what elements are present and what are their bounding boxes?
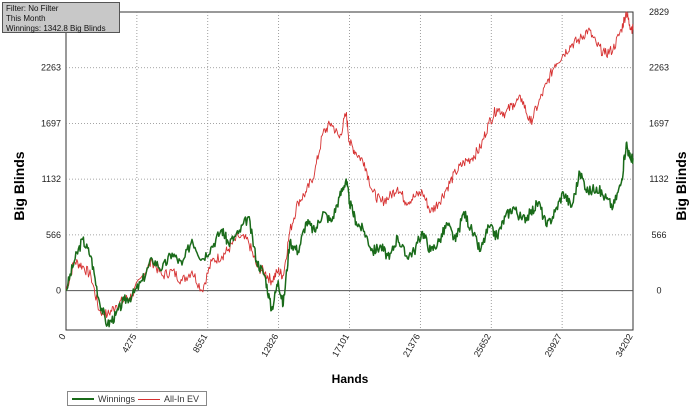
y-tick-label-left: 1132 — [42, 174, 61, 184]
legend: Winnings All-In EV — [67, 391, 207, 406]
y-axis-label-right: Big Blinds — [673, 151, 689, 221]
y-tick-label-left: 2263 — [41, 63, 61, 73]
y-tick-label-right: 2829 — [649, 7, 669, 17]
legend-item-winnings: Winnings — [72, 394, 135, 404]
y-axis-label-left: Big Blinds — [11, 151, 27, 221]
legend-label-winnings: Winnings — [98, 394, 136, 404]
x-tick-label: 25652 — [472, 332, 493, 359]
legend-item-allin: All-In EV — [138, 394, 199, 404]
info-box: Filter: No Filter This Month Winnings: 1… — [2, 2, 120, 33]
x-tick-label: 21376 — [401, 332, 422, 359]
series-layer — [65, 11, 634, 328]
period-text: This Month — [6, 14, 46, 23]
grid-layer — [65, 11, 634, 331]
x-tick-label: 29927 — [543, 332, 564, 359]
y-tick-label-right: 2263 — [649, 63, 669, 73]
x-tick-label: 0 — [57, 332, 68, 341]
series-winnings-line — [65, 141, 634, 328]
x-tick-label: 12826 — [259, 332, 280, 359]
y-tick-label-right: 0 — [656, 286, 661, 296]
x-tick-label: 8551 — [191, 332, 210, 354]
y-tick-label-left: 0 — [56, 286, 61, 296]
legend-swatch-allin — [138, 398, 160, 400]
y-tick-label-left: 566 — [46, 230, 61, 240]
y-tick-label-right: 1132 — [649, 174, 668, 184]
x-axis-label: Hands — [331, 372, 369, 386]
x-tick-label: 4275 — [120, 332, 139, 354]
legend-swatch-winnings — [72, 398, 94, 400]
filter-text: Filter: No Filter — [6, 4, 59, 13]
y-tick-label-right: 1697 — [649, 118, 669, 128]
legend-label-allin: All-In EV — [164, 394, 200, 404]
winnings-summary: Winnings: 1342.8 Big Blinds — [6, 24, 106, 33]
y-tick-label-right: 566 — [651, 230, 666, 240]
y-tick-label-left: 1697 — [41, 118, 61, 128]
x-tick-label: 34202 — [614, 332, 635, 359]
x-tick-label: 17101 — [330, 332, 351, 359]
series-allin-ev-line — [65, 11, 634, 319]
